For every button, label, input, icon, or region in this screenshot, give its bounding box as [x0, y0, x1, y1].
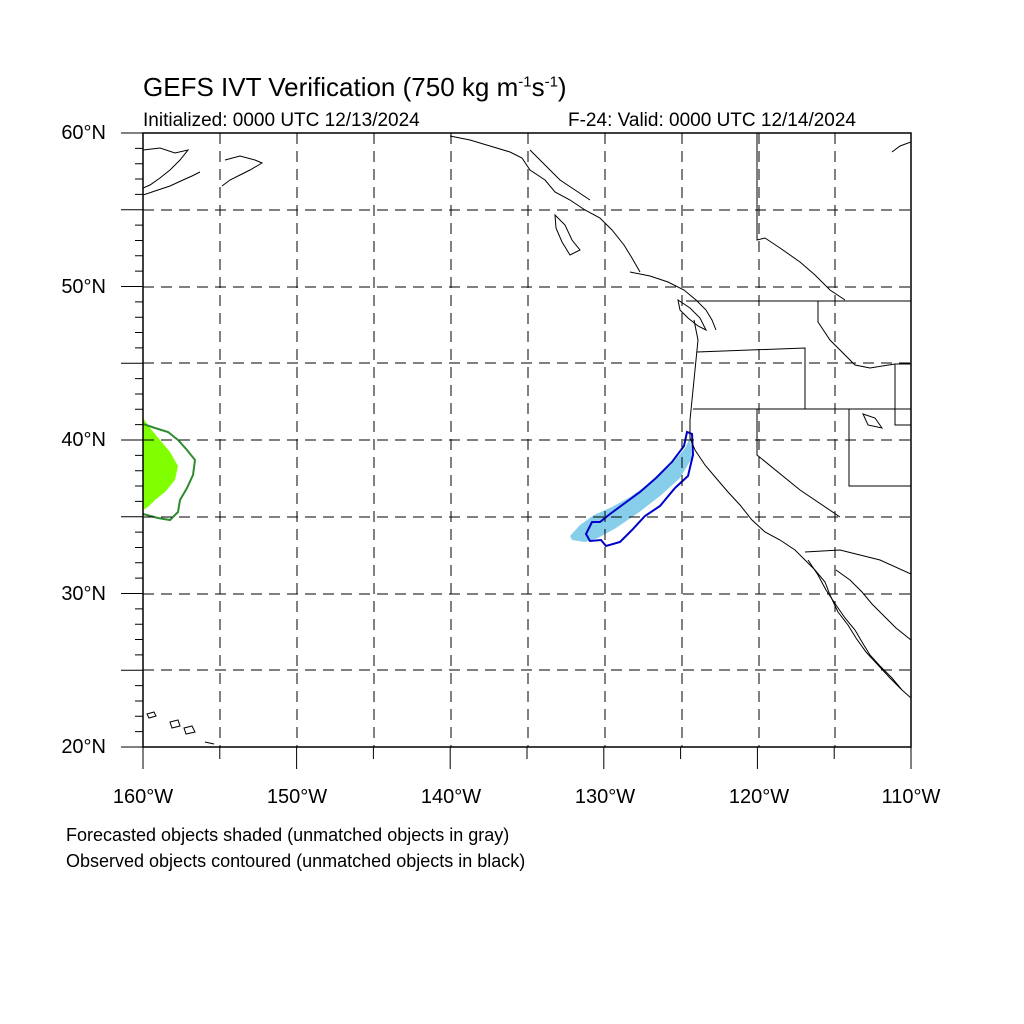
- legend-forecast-note: Forecasted objects shaded (unmatched obj…: [66, 825, 510, 845]
- lat-label-60: 60°N: [61, 122, 106, 144]
- lon-label-130w: 130°W: [574, 786, 636, 808]
- lon-label-110w: 110°W: [881, 786, 941, 808]
- lat-label-20: 20°N: [61, 736, 106, 758]
- lat-label-40: 40°N: [61, 429, 106, 451]
- tick-marks: [121, 132, 912, 769]
- initialized-time: Initialized: 0000 UTC 12/13/2024: [143, 110, 420, 131]
- legend-observed-note: Observed objects contoured (unmatched ob…: [66, 851, 526, 871]
- forecast-object-green: [143, 418, 178, 510]
- lon-label-120w: 120°W: [728, 786, 790, 808]
- lon-label-140w: 140°W: [420, 786, 482, 808]
- gridlines: [143, 133, 911, 747]
- lon-label-150w: 150°W: [266, 786, 328, 808]
- lat-label-50: 50°N: [61, 276, 106, 298]
- lat-label-30: 30°N: [61, 583, 106, 605]
- lon-label-160w: 160°W: [112, 786, 174, 808]
- forecast-object-blue: [570, 438, 692, 542]
- political-borders: [686, 133, 911, 575]
- map-title: GEFS IVT Verification (750 kg m-1s-1): [143, 72, 567, 102]
- observed-object-green: [143, 423, 197, 522]
- valid-time: F-24: Valid: 0000 UTC 12/14/2024: [568, 110, 856, 131]
- coastlines: [143, 135, 911, 745]
